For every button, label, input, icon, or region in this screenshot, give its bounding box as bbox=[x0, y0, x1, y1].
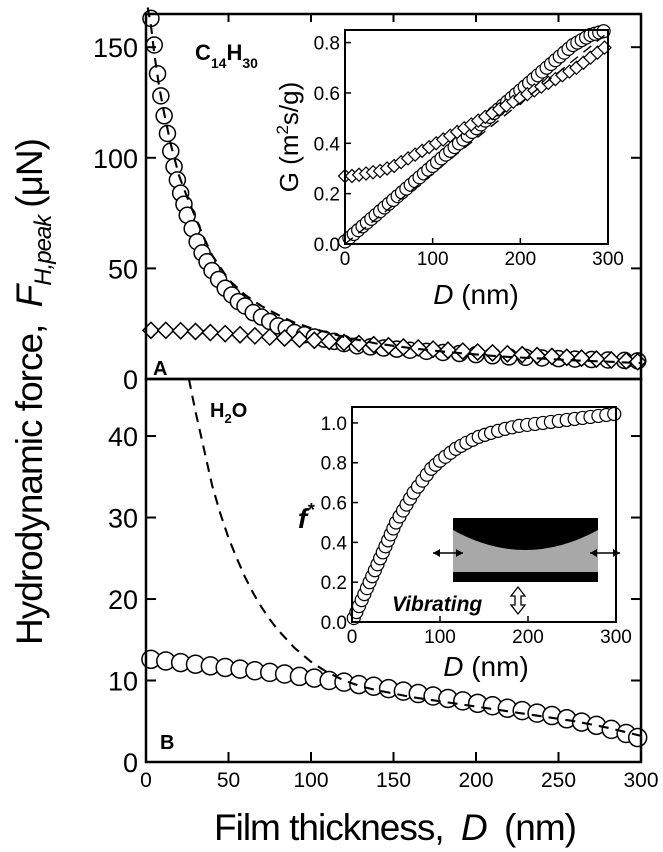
schematic-upper-surface bbox=[453, 518, 598, 550]
inset-ylabel-part: s/g) bbox=[274, 82, 304, 125]
fit-dashed-line bbox=[187, 378, 642, 737]
inset-y-tick-label: 0.8 bbox=[314, 34, 340, 55]
inset-x-tick-label: 100 bbox=[424, 627, 456, 648]
data-point-circle bbox=[607, 406, 622, 422]
xlabel-main-text: Film thickness, bbox=[214, 807, 444, 848]
inset-b-frame bbox=[351, 406, 617, 623]
y-tick-label: 40 bbox=[108, 422, 138, 452]
inset-a-frame bbox=[344, 29, 609, 245]
inset-ylabel-part: G (m bbox=[274, 135, 304, 193]
fit-dashed-line bbox=[344, 31, 609, 245]
inset-xlabel-part: D bbox=[443, 651, 463, 682]
formula-part: H bbox=[210, 400, 224, 422]
inset-x-tick-label: 100 bbox=[417, 249, 449, 270]
xlabel-unit: (nm) bbox=[504, 807, 576, 848]
x-tick-label: 0 bbox=[140, 769, 152, 792]
formula-part: 30 bbox=[242, 55, 258, 71]
schematic-lower-surface bbox=[453, 572, 598, 582]
inset-y-tick-label: 0.6 bbox=[314, 84, 340, 105]
ylabel-main-text: Hydrodynamic force, bbox=[9, 325, 50, 645]
inset-x-tick-label: 200 bbox=[504, 249, 536, 270]
inset-x-tick-label: 300 bbox=[592, 249, 624, 270]
inset-b-xlabel: D (nm) bbox=[443, 651, 529, 682]
inset-b-ylabel: f* bbox=[298, 500, 315, 534]
data-point-diamond bbox=[171, 321, 190, 340]
data-point-diamond bbox=[186, 322, 205, 341]
formula-part: C bbox=[195, 40, 211, 65]
inset-ylabel-part: * bbox=[307, 500, 315, 520]
svg-text:Hydrodynamic force, FH,p: Hydrodynamic force, FH,peak (μN) bbox=[9, 139, 57, 645]
inset-ylabel-part: 2 bbox=[273, 125, 292, 134]
inset-y-tick-label: 1.0 bbox=[321, 414, 347, 435]
y-tick-label: 150 bbox=[93, 33, 138, 63]
main-ylabel: Hydrodynamic force, FH,peak (μN) bbox=[9, 139, 57, 645]
inset-a-xlabel: D (nm) bbox=[433, 279, 519, 310]
schematic-left-arrowheads bbox=[433, 549, 463, 557]
y-tick-label: 30 bbox=[108, 504, 138, 534]
x-tick-label: 100 bbox=[293, 769, 328, 792]
formula-part: H bbox=[226, 40, 242, 65]
data-point-diamond bbox=[216, 324, 235, 343]
inset-y-tick-label: 0.4 bbox=[321, 533, 348, 554]
main-xlabel: Film thickness, D (nm) bbox=[214, 807, 576, 848]
y-tick-label: 20 bbox=[108, 585, 138, 615]
y-tick-label: 50 bbox=[108, 254, 138, 284]
xlabel-symbol: D bbox=[461, 807, 487, 848]
inset-y-tick-label: 0.8 bbox=[321, 454, 347, 475]
y-tick-label: 0 bbox=[123, 365, 138, 395]
x-tick-label: 50 bbox=[217, 769, 240, 792]
formula-h2o: H2O bbox=[210, 400, 247, 426]
ylabel-subscript: H,peak bbox=[30, 213, 57, 286]
inset-b: Vibrating 0.0 0.2 0.4 0.6 0.8 1.0 0 100 200 300 f* D… bbox=[298, 406, 632, 682]
schematic-right-arrowheads bbox=[590, 549, 620, 557]
formula-part: 14 bbox=[211, 55, 227, 71]
data-point-circle bbox=[627, 727, 648, 748]
inset-x-tick-label: 0 bbox=[340, 249, 351, 270]
y-tick-label: 100 bbox=[93, 144, 138, 174]
inset-xlabel-part: D bbox=[433, 279, 453, 310]
schematic-vibrating-label: Vibrating bbox=[392, 593, 482, 616]
x-tick-label: 150 bbox=[376, 769, 411, 792]
inset-a-ylabel: G (m2s/g) bbox=[273, 82, 304, 193]
formula-part: 2 bbox=[224, 411, 231, 426]
panel-label-a: A bbox=[153, 358, 167, 380]
formula-part: O bbox=[232, 400, 248, 422]
inset-x-tick-label: 0 bbox=[347, 627, 358, 648]
y-tick-label: 10 bbox=[108, 667, 138, 697]
panel-label-b: B bbox=[160, 732, 174, 754]
inset-x-tick-label: 200 bbox=[512, 627, 544, 648]
data-point-diamond bbox=[201, 323, 220, 342]
x-tick-label: 300 bbox=[623, 769, 658, 792]
inset-xlabel-part: (nm) bbox=[453, 279, 518, 310]
inset-y-tick-label: 0.6 bbox=[321, 494, 347, 515]
inset-ylabel-part: f bbox=[298, 503, 310, 534]
inset-x-tick-label: 300 bbox=[600, 627, 632, 648]
formula-c14h30: C14H30 bbox=[195, 40, 258, 71]
inset-y-tick-label: 0.2 bbox=[321, 573, 347, 594]
data-point-diamond bbox=[156, 321, 175, 340]
inset-xlabel-part: (nm) bbox=[463, 651, 528, 682]
data-point-diamond bbox=[245, 326, 264, 345]
data-point-circle bbox=[596, 24, 611, 39]
panel-a: 0 50 100 150 A C14H30 bbox=[93, 7, 647, 395]
ylabel-symbol: F bbox=[9, 282, 50, 307]
x-tick-label: 200 bbox=[458, 769, 493, 792]
x-tick-label: 250 bbox=[541, 769, 576, 792]
ylabel-unit: (μN) bbox=[9, 139, 50, 208]
inset-a: 0.0 0.2 0.4 0.6 0.8 0 100 200 300 G (m2s/g) D (nm) bbox=[273, 24, 624, 310]
fit-dashed-line bbox=[146, 7, 642, 365]
schematic-vertical-arrow bbox=[509, 585, 527, 616]
y-tick-label: 0 bbox=[123, 748, 138, 778]
inset-y-tick-label: 0.0 bbox=[321, 613, 347, 634]
inset-y-tick-label: 0.4 bbox=[314, 134, 341, 155]
inset-y-tick-label: 0.2 bbox=[314, 185, 340, 206]
inset-y-tick-label: 0.0 bbox=[314, 235, 340, 256]
data-point-diamond bbox=[230, 325, 250, 344]
